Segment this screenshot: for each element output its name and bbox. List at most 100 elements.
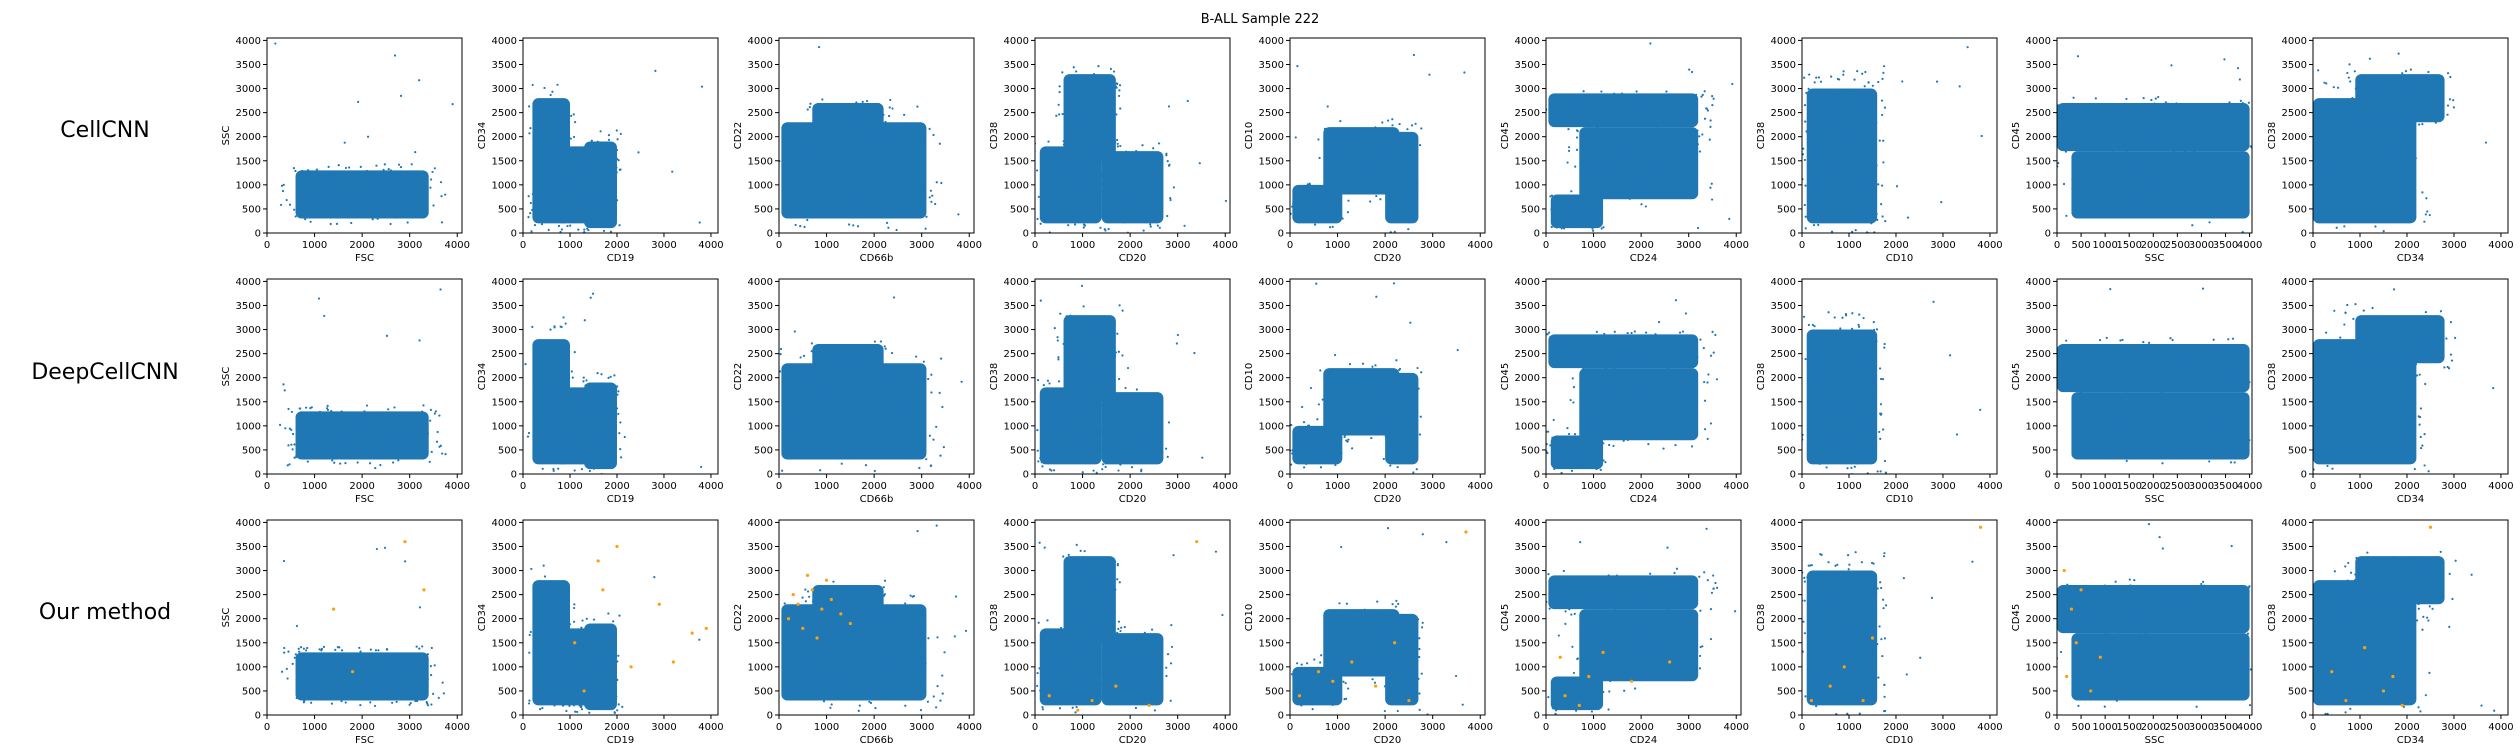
data-point [858,375,862,378]
data-point [557,179,561,182]
data-point-outlier [574,656,577,659]
y-tick-label: 0 [767,711,773,722]
data-point [2350,147,2353,150]
data-point [794,223,797,227]
data-point [885,692,889,696]
data-point [1071,192,1074,195]
data-point-outlier [880,108,883,111]
x-tick-label: 2000 [1883,481,1908,492]
data-point [1648,121,1652,124]
data-point [1884,471,1888,474]
data-point [1306,426,1309,429]
data-point [1555,208,1558,211]
data-point [365,169,369,173]
data-point [326,404,329,407]
data-point [444,193,447,196]
data-point [1622,357,1626,360]
data-point [1050,662,1053,665]
data-point [563,671,566,674]
y-tick-label: 4000 [2282,36,2307,47]
data-point [1135,699,1138,702]
data-point-outlier [532,614,535,617]
data-point [2450,359,2454,362]
panel-cd38-vs-cd20-row-3: 0 1000 2000 3000 400005001000150020002500300… [989,518,1238,746]
data-point [531,208,534,212]
data-point [347,662,350,665]
data-point [613,650,617,653]
data-point [906,606,909,609]
data-point [1600,683,1604,686]
data-point [577,228,580,231]
y-tick-label: 0 [1023,711,1029,722]
data-point [331,182,335,185]
data-point [1600,598,1603,601]
data-point [1602,604,1605,607]
data-point [1382,380,1385,383]
data-point [1576,657,1579,660]
data-point [837,114,840,117]
data-point [1102,425,1105,428]
data-point [1577,221,1580,224]
data-point [2203,440,2206,443]
data-point [2395,394,2398,397]
data-point [852,224,855,227]
data-point [1105,189,1108,192]
data-point [1343,435,1346,439]
data-point [808,161,811,164]
data-point [1869,207,1872,210]
data-point-outlier [2346,303,2349,307]
data-point [290,428,293,431]
data-point-outlier [1850,407,1853,411]
data-point [576,710,579,713]
data-point [2125,119,2128,122]
data-point [433,412,436,415]
data-point [2314,478,2316,480]
data-point [360,446,363,449]
y-tick-label: 3500 [1259,301,1284,312]
y-tick-label: 1000 [492,662,517,673]
data-point [2338,103,2341,106]
y-tick-label: 500 [242,204,261,215]
data-point [1113,332,1116,335]
data-point [915,645,918,648]
data-point [1098,331,1101,335]
data-point [1304,440,1307,443]
data-point [1871,346,1874,349]
data-point [1312,454,1315,457]
y-tick-label: 500 [1521,204,1540,215]
data-point [342,199,345,202]
data-point [2248,381,2251,384]
data-point [1567,198,1570,201]
data-point [422,415,425,418]
data-point [1400,396,1404,399]
data-point [298,685,301,688]
data-point [397,163,401,166]
highlight-point [810,588,814,592]
data-point [337,434,340,438]
data-point [2335,407,2338,410]
data-point [895,228,898,232]
y-tick-label: 1000 [2026,421,2051,432]
data-point [806,590,810,593]
data-point [1834,104,1838,108]
x-tick-label: 3000 [1420,481,1445,492]
x-tick-label: 3000 [397,722,422,733]
data-point-outlier [653,575,656,579]
data-point [1061,112,1064,116]
data-point [1803,237,1805,239]
data-point [295,696,298,700]
data-point [1068,386,1071,389]
data-point [2348,220,2351,223]
data-point [2318,120,2321,123]
data-point [1833,130,1836,133]
data-point [1044,406,1047,409]
data-point [1566,426,1569,430]
data-point [1693,358,1696,361]
axes-frame [2056,278,2253,475]
data-point [1418,637,1421,640]
data-point [1132,671,1135,675]
data-point [1570,469,1574,472]
data-point [1818,462,1821,465]
y-tick-label: 2000 [1004,614,1029,625]
data-point [1362,629,1365,632]
